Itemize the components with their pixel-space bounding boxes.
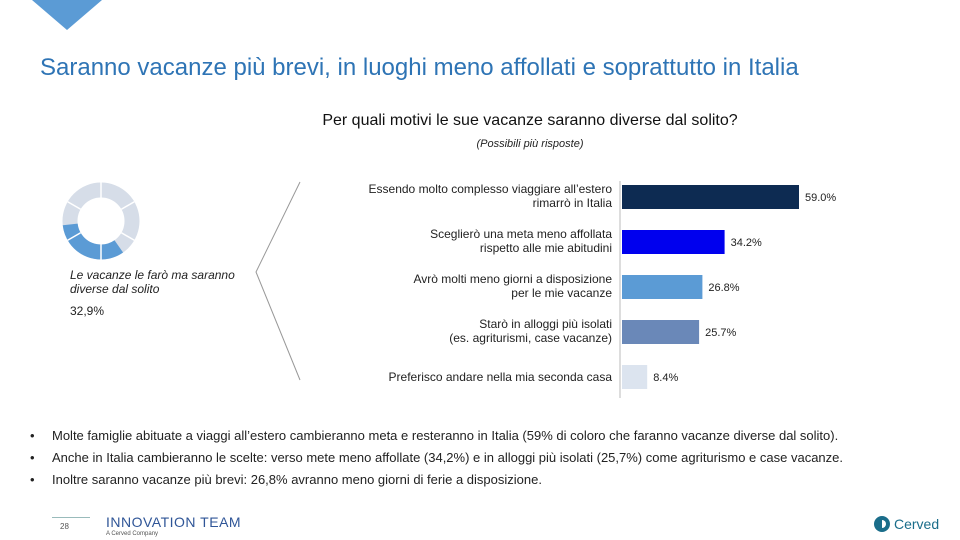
bar-category-label: Starò in alloggi più isolati <box>479 317 612 331</box>
bar-category-label: (es. agriturismi, case vacanze) <box>449 331 612 345</box>
page-number: 28 <box>60 522 69 531</box>
chart-title: Per quali motivi le sue vacanze saranno … <box>322 112 738 129</box>
donut-separator <box>120 232 135 241</box>
donut-separator <box>120 201 135 210</box>
bar-value-label: 26.8% <box>708 282 739 294</box>
bar-category-label: Sceglierò una meta meno affollata <box>430 227 612 241</box>
footer-divider <box>52 517 90 518</box>
donut-chart <box>62 182 140 260</box>
page-title: Saranno vacanze più brevi, in luoghi men… <box>40 54 799 81</box>
bar-value-label: 25.7% <box>705 327 736 339</box>
donut-separator <box>67 232 82 241</box>
bar-value-label: 34.2% <box>731 237 762 249</box>
bar <box>622 275 703 299</box>
donut-value: 32,9% <box>70 304 105 318</box>
bar <box>622 365 648 389</box>
bar-category-label: rimarrò in Italia <box>533 196 613 210</box>
cerved-logo-text: Cerved <box>894 516 940 532</box>
bar-category-label: Essendo molto complesso viaggiare all’es… <box>369 182 613 196</box>
bar <box>622 185 799 209</box>
bullet-list: Molte famiglie abituate a viaggi all’est… <box>30 426 935 492</box>
cerved-logo: Cerved <box>874 514 939 534</box>
bar-value-label: 59.0% <box>805 192 836 204</box>
donut-label: Le vacanze le farò ma saranno diverse da… <box>70 268 235 296</box>
bullet-item: Molte famiglie abituate a viaggi all’est… <box>30 426 935 445</box>
bar-category-label: Preferisco andare nella mia seconda casa <box>389 370 613 384</box>
donut-separator <box>67 201 82 210</box>
bar <box>622 320 700 344</box>
bar-category-label: per le mie vacanze <box>511 286 612 300</box>
bar-category-label: rispetto alle mie abitudini <box>480 241 612 255</box>
innovation-team-logo: INNOVATION TEAM <box>106 514 242 530</box>
corner-tab-decoration <box>32 0 102 30</box>
bar-category-label: Avrò molti meno giorni a disposizione <box>413 272 612 286</box>
cerved-icon <box>874 516 890 532</box>
bullet-item: Anche in Italia cambieranno le scelte: v… <box>30 448 935 467</box>
innovation-team-logo-sub: A Cerved Company <box>106 531 159 537</box>
bullet-item: Inoltre saranno vacanze più brevi: 26,8%… <box>30 470 935 489</box>
chart-subtitle: (Possibili più risposte) <box>476 138 584 150</box>
bar <box>622 230 725 254</box>
bar-value-label: 8.4% <box>653 372 678 384</box>
